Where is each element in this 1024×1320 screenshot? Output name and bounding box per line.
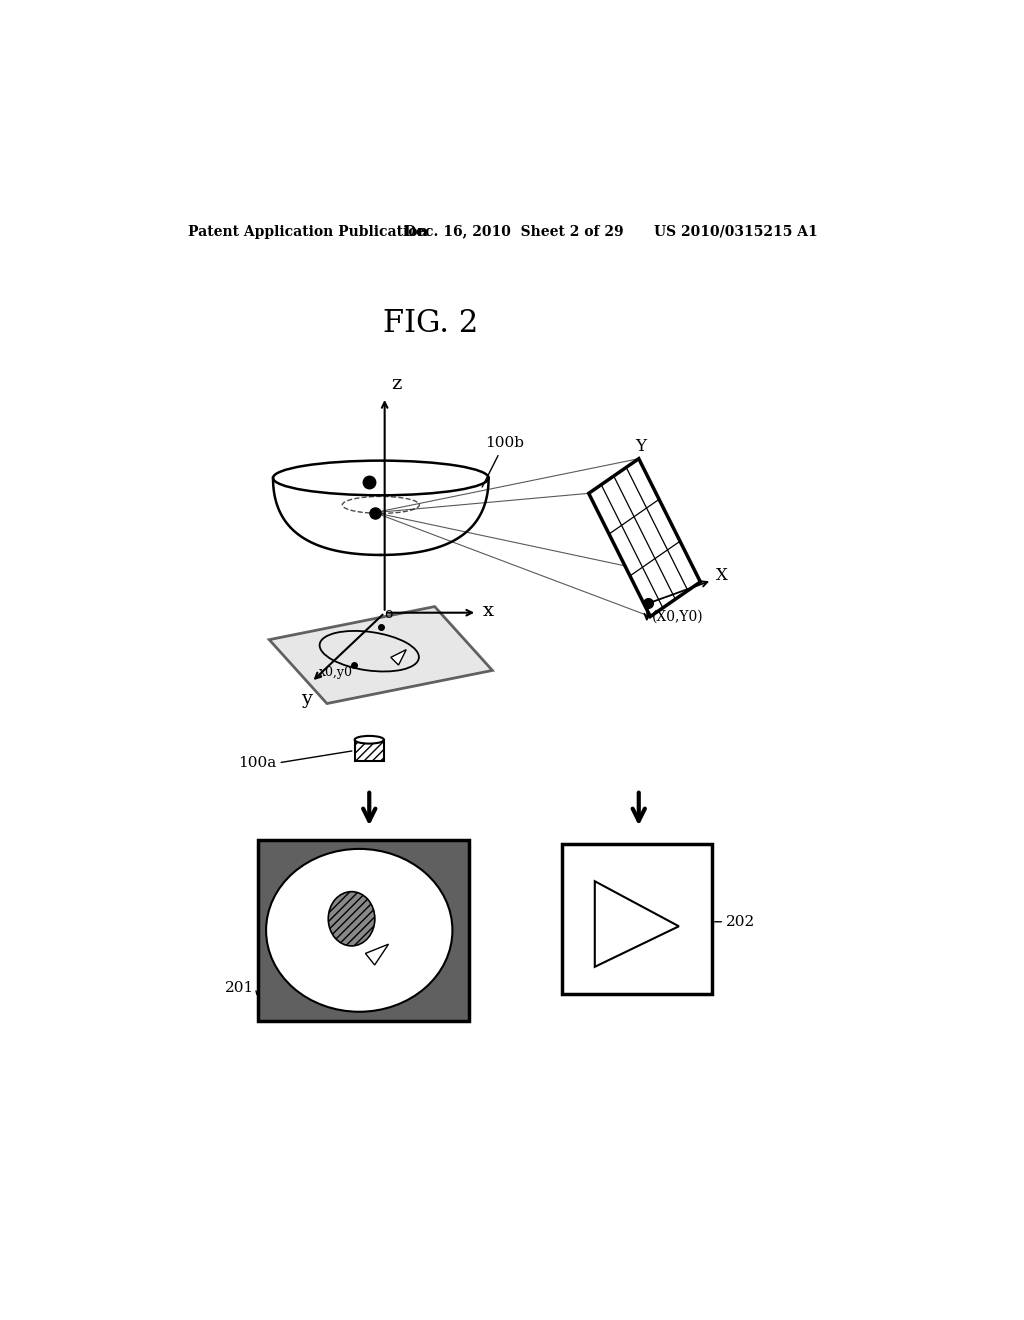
Polygon shape [269,607,493,704]
Text: o: o [384,607,392,622]
Bar [258,840,469,1020]
Polygon shape [589,459,700,616]
Text: Dec. 16, 2010  Sheet 2 of 29: Dec. 16, 2010 Sheet 2 of 29 [403,224,624,239]
Polygon shape [391,649,407,665]
Text: x: x [483,602,495,620]
Bar [562,843,712,994]
Ellipse shape [329,891,375,946]
Text: 201: 201 [224,981,254,995]
Text: 100b: 100b [482,437,523,487]
Text: FIG. 2: FIG. 2 [383,309,478,339]
Polygon shape [595,882,679,966]
Ellipse shape [266,849,453,1011]
Ellipse shape [354,737,384,743]
Text: 100a: 100a [239,756,276,770]
Text: 202: 202 [726,915,755,929]
Text: (X0,Y0): (X0,Y0) [652,610,703,623]
Text: x0,y0: x0,y0 [319,667,353,680]
Text: z: z [391,375,401,393]
Text: y: y [301,689,311,708]
Text: Patent Application Publication: Patent Application Publication [188,224,428,239]
Bar [354,739,384,762]
Text: US 2010/0315215 A1: US 2010/0315215 A1 [654,224,818,239]
Text: Y: Y [635,438,646,455]
Text: X: X [716,568,728,585]
Polygon shape [366,944,388,965]
